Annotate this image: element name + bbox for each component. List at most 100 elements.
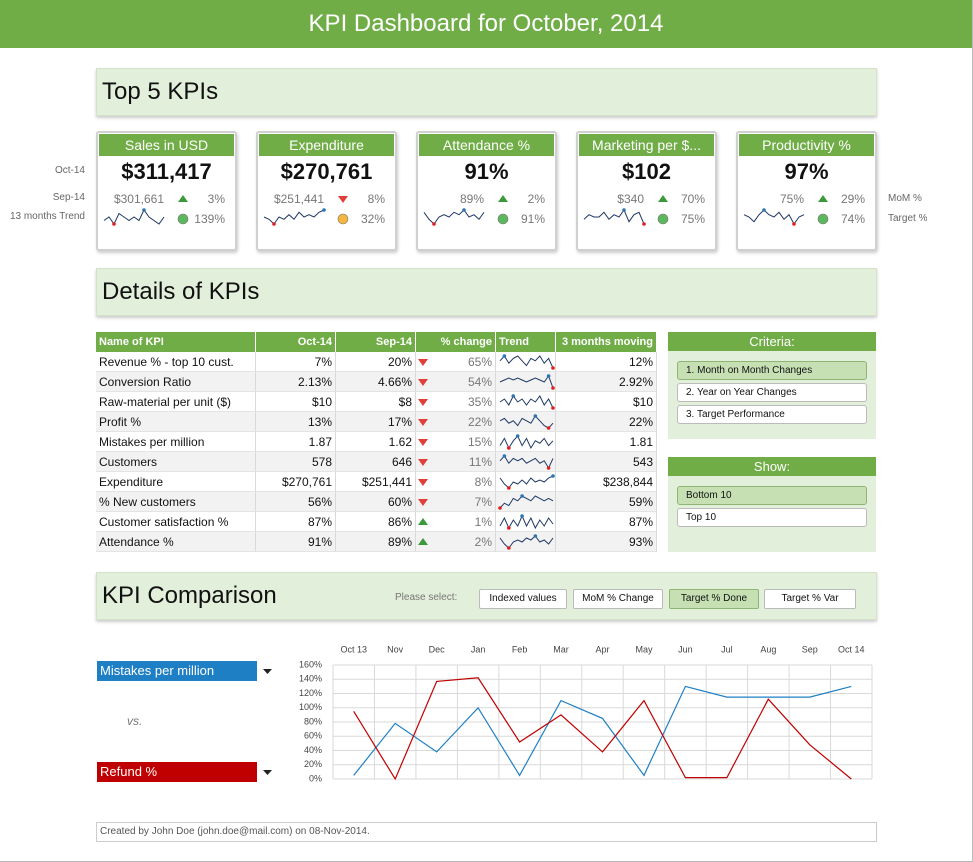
table-cell	[496, 372, 556, 392]
series-selector[interactable]: Refund %	[97, 762, 257, 782]
x-tick-label: Nov	[387, 644, 404, 654]
table-cell: Mistakes per million	[96, 432, 256, 452]
table-cell: 578	[256, 452, 336, 472]
kpi-mom: 70%	[680, 192, 705, 206]
table-cell: 54%	[416, 372, 496, 392]
table-header-cell: % change	[416, 332, 496, 352]
kpi-target: 32%	[360, 212, 385, 226]
table-header-cell: Name of KPI	[96, 332, 256, 352]
table-cell: Profit %	[96, 412, 256, 432]
view-button[interactable]: Target % Var	[764, 589, 856, 609]
table-cell: 20%	[336, 352, 416, 372]
table-cell: 60%	[336, 492, 416, 512]
table-cell: 7%	[416, 492, 496, 512]
table-cell: Attendance %	[96, 532, 256, 552]
table-cell: 35%	[416, 392, 496, 412]
kpi-previous: 75%	[779, 192, 804, 206]
kpi-previous: 89%	[459, 192, 484, 206]
kpi-target: 139%	[194, 212, 225, 226]
table-cell: 1.81	[556, 432, 657, 452]
option-button[interactable]: Bottom 10	[677, 486, 867, 505]
vs-label: vs.	[127, 714, 143, 728]
kpi-card-header: Marketing per $...	[579, 134, 714, 156]
x-tick-label: Aug	[760, 644, 776, 654]
table-cell	[496, 472, 556, 492]
x-tick-label: Jul	[721, 644, 733, 654]
table-cell: 8%	[416, 472, 496, 492]
kpi-current: $311,417	[121, 159, 212, 184]
table-cell: Customer satisfaction %	[96, 512, 256, 532]
option-panel-header: Show:	[668, 457, 876, 476]
x-tick-label: Jan	[471, 644, 486, 654]
option-button[interactable]: 2. Year on Year Changes	[677, 383, 867, 402]
view-button[interactable]: Indexed values	[479, 589, 567, 609]
table-cell: 7%	[256, 352, 336, 372]
table-cell: $270,761	[256, 472, 336, 492]
kpi-card-header: Attendance %	[419, 134, 554, 156]
section-panel	[96, 68, 877, 116]
table-cell: 56%	[256, 492, 336, 512]
kpi-target: 75%	[680, 212, 705, 226]
kpi-target: 91%	[520, 212, 545, 226]
view-button[interactable]: MoM % Change	[573, 589, 663, 609]
y-tick-label: 160%	[299, 659, 322, 669]
kpi-previous: $301,661	[113, 192, 164, 206]
series-line	[353, 677, 852, 781]
option-button[interactable]: 3. Target Performance	[677, 405, 867, 424]
table-cell: 86%	[336, 512, 416, 532]
row-label: Oct-14	[54, 165, 85, 176]
kpi-mom: 8%	[367, 192, 385, 206]
y-tick-label: 60%	[304, 731, 322, 741]
section-title: Details of KPIs	[102, 278, 260, 305]
table-cell: 65%	[416, 352, 496, 372]
kpi-mom: 29%	[840, 192, 865, 206]
dropdown-arrow	[263, 669, 272, 674]
kpi-previous: $251,441	[273, 192, 324, 206]
kpi-current: 97%	[784, 159, 829, 184]
option-button[interactable]: 1. Month on Month Changes	[677, 361, 867, 380]
select-prompt: Please select:	[395, 592, 458, 603]
row-label: Sep-14	[52, 192, 85, 203]
table-cell	[496, 512, 556, 532]
kpi-mom: 3%	[207, 192, 225, 206]
table-cell: 1.62	[336, 432, 416, 452]
table-header-cell: Oct-14	[256, 332, 336, 352]
table-cell	[496, 352, 556, 372]
x-tick-label: Jun	[678, 644, 693, 654]
table-cell: 2.92%	[556, 372, 657, 392]
table-cell	[496, 392, 556, 412]
kpi-card-header: Expenditure	[259, 134, 394, 156]
x-tick-label: Sep	[802, 644, 818, 654]
series-line	[353, 685, 852, 777]
kpi-card-header: Productivity %	[739, 134, 874, 156]
table-cell: 22%	[556, 412, 657, 432]
table-cell: $10	[256, 392, 336, 412]
kpi-current: 91%	[464, 159, 509, 184]
x-tick-label: Oct 13	[340, 644, 367, 654]
table-cell: 646	[336, 452, 416, 472]
kpi-current: $270,761	[280, 159, 373, 184]
option-button[interactable]: Top 10	[677, 508, 867, 527]
table-header-cell: Sep-14	[336, 332, 416, 352]
row-label: 13 months Trend	[9, 211, 85, 222]
header-bar	[0, 0, 972, 48]
series-selector[interactable]: Mistakes per million	[97, 661, 257, 681]
table-cell: Conversion Ratio	[96, 372, 256, 392]
table-cell: 2.13%	[256, 372, 336, 392]
table-cell: 87%	[256, 512, 336, 532]
side-label: Target %	[888, 213, 928, 224]
table-cell: 4.66%	[336, 372, 416, 392]
view-button[interactable]: Target % Done	[669, 589, 759, 609]
table-cell: 1.87	[256, 432, 336, 452]
kpi-mom: 2%	[527, 192, 545, 206]
table-cell	[496, 412, 556, 432]
y-tick-label: 40%	[304, 745, 322, 755]
table-cell	[496, 452, 556, 472]
y-tick-label: 120%	[299, 688, 322, 698]
table-cell: $10	[556, 392, 657, 412]
table-cell: Raw-material per unit ($)	[96, 392, 256, 412]
table-cell: 543	[556, 452, 657, 472]
table-cell: 1%	[416, 512, 496, 532]
y-tick-label: 140%	[299, 674, 322, 684]
x-tick-label: Feb	[512, 644, 528, 654]
